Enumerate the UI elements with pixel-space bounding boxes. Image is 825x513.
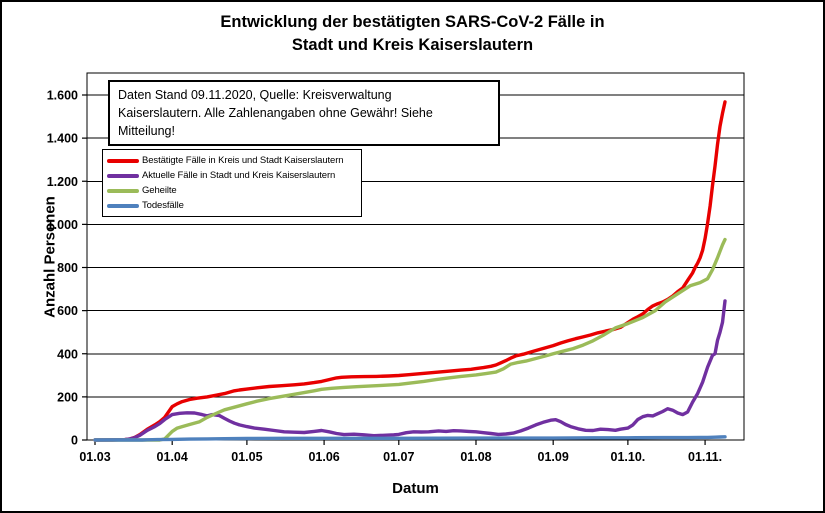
chart-title: Entwicklung der bestätigten SARS-CoV-2 F… [2,11,823,57]
y-tick-label: 1.200 [47,175,78,189]
legend-line-swatch-red [107,158,139,163]
legend: Bestätigte Fälle in Kreis und Stadt Kais… [102,149,362,217]
y-tick-label: 1.000 [47,218,78,232]
legend-item-todesfaelle: Todesfälle [107,200,357,211]
legend-item-geheilte: Geheilte [107,185,357,196]
x-axis-title: Datum [392,480,439,497]
plot-border [86,72,745,441]
series-line-todesfaelle [93,435,727,442]
x-tick-label: 01.07 [383,450,414,464]
x-tick-label: 01.06 [308,450,339,464]
y-tick-label: 600 [57,304,78,318]
legend-label-aktuelle: Aktuelle Fälle in Stadt und Kreis Kaiser… [142,170,336,181]
y-tick-label: 1.600 [47,89,78,103]
legend-label-todesfaelle: Todesfälle [142,200,184,211]
x-tick-label: 01.08 [460,450,491,464]
x-tick-label: 01.09 [538,450,569,464]
y-tick-label: 400 [57,347,78,361]
annotation-box: Daten Stand 09.11.2020, Quelle: Kreisver… [108,80,500,146]
legend-label-bestaetigte: Bestätigte Fälle in Kreis und Stadt Kais… [142,155,344,166]
x-tick-label: 01.11. [688,450,722,464]
annotation-line2: Kaiserslautern. Alle Zahlenangaben ohne … [118,106,433,138]
legend-line-swatch-purple [107,173,139,178]
legend-item-aktuelle: Aktuelle Fälle in Stadt und Kreis Kaiser… [107,170,357,181]
x-tick-label: 01.04 [157,450,188,464]
legend-line-swatch-blue [107,203,139,208]
y-tick-label: 1.400 [47,132,78,146]
annotation-line1: Daten Stand 09.11.2020, Quelle: Kreisver… [118,88,392,102]
y-axis-title: Anzahl Personen [41,196,59,318]
x-tick-label: 01.05 [231,450,262,464]
legend-label-geheilte: Geheilte [142,185,177,196]
legend-item-bestaetigte: Bestätigte Fälle in Kreis und Stadt Kais… [107,155,357,166]
y-tick-label: 0 [71,434,78,448]
chart-title-line1: Entwicklung der bestätigten SARS-CoV-2 F… [220,13,605,31]
series-line-geheilte [93,237,727,442]
y-tick-label: 200 [57,390,78,404]
y-tick-label: 800 [57,261,78,275]
series-line-bestaetigte [93,100,727,442]
x-tick-label: 01.10. [611,450,646,464]
legend-line-swatch-green [107,188,139,193]
chart-title-line2: Stadt und Kreis Kaiserslautern [291,36,534,54]
x-tick-label: 01.03 [79,450,110,464]
